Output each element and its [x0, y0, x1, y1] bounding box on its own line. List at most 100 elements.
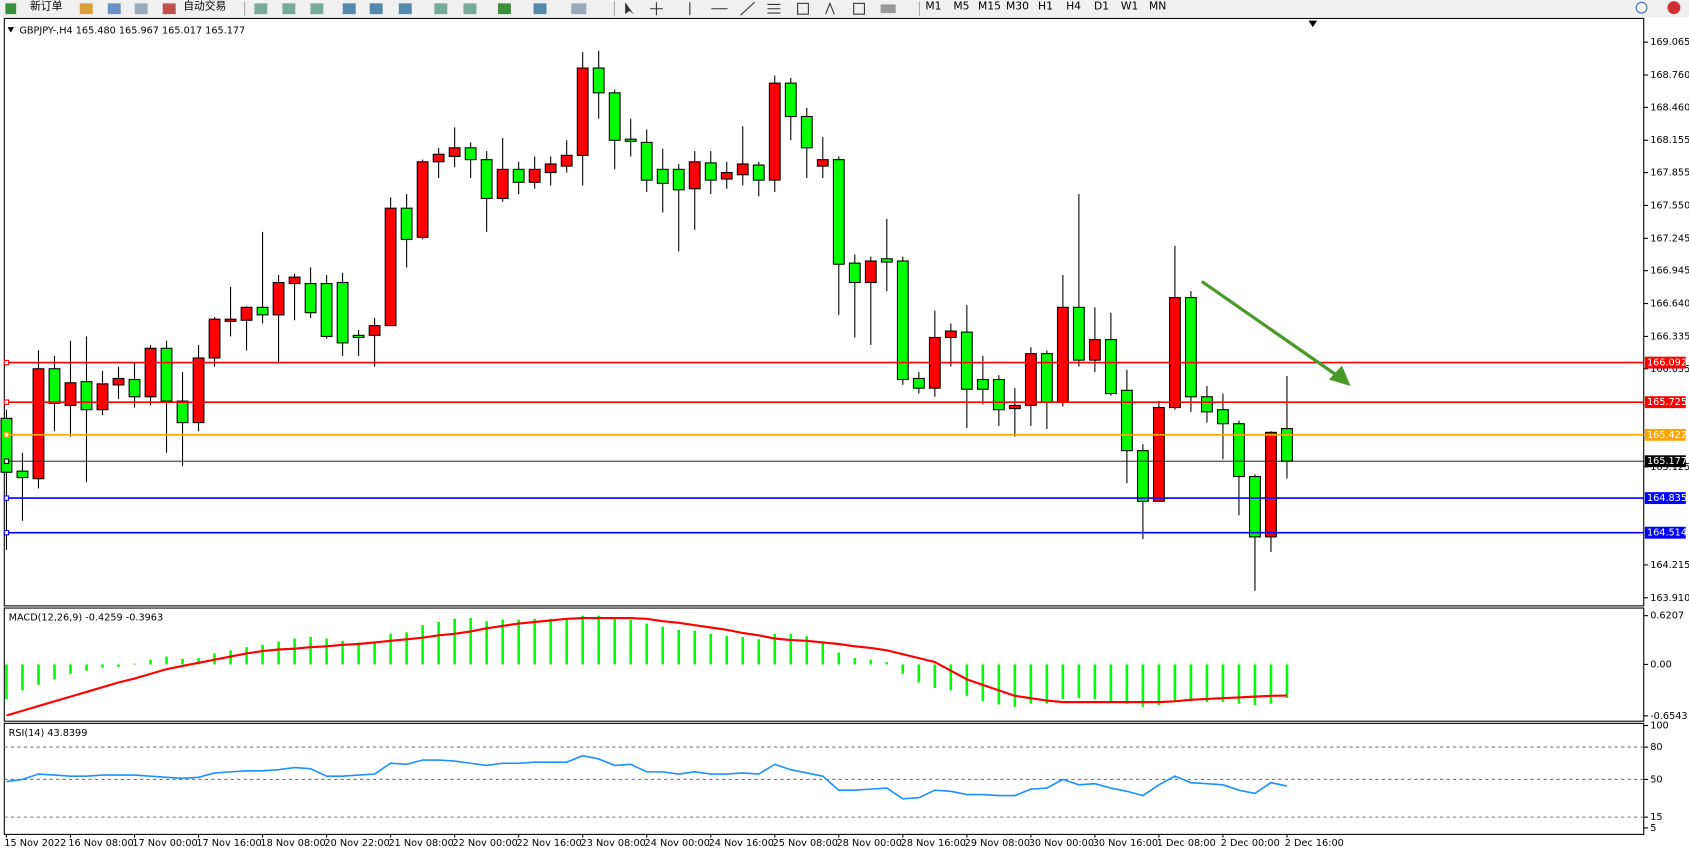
toolbar-icon[interactable]: [310, 3, 324, 15]
toolbar-icon[interactable]: [134, 3, 148, 15]
y-tick-label: 166.035: [1650, 364, 1689, 375]
level-label: 164.835: [1647, 493, 1687, 504]
toolbar-icon[interactable]: [254, 3, 268, 15]
macd-bar: [181, 658, 184, 665]
x-tick-label: 30 Nov 00:00: [1029, 838, 1094, 849]
trend-arrow: [1200, 280, 1341, 379]
candle-body: [800, 115, 813, 149]
y-tick-label: 15: [1650, 812, 1662, 823]
candle-body: [16, 470, 29, 479]
macd-bar: [325, 638, 328, 665]
new-order-icon[interactable]: [5, 3, 17, 15]
y-tick-label: 0.6207: [1650, 611, 1684, 622]
label-tool[interactable]: [853, 2, 865, 15]
level-anchor: [3, 359, 10, 366]
templates[interactable]: [571, 3, 587, 15]
y-tick-label: 0.00: [1650, 659, 1672, 670]
x-tick-label: 22 Nov 00:00: [452, 838, 517, 849]
cursor-tool[interactable]: [625, 2, 634, 15]
timeframe-button[interactable]: D1: [1094, 0, 1109, 13]
candle-body: [656, 168, 669, 184]
macd-bar: [1237, 664, 1241, 704]
candle-body: [1168, 297, 1181, 409]
macd-bar: [565, 618, 568, 665]
level-label: 166.092: [1647, 358, 1687, 369]
chart-shift[interactable]: [1308, 20, 1318, 28]
candle-body: [64, 382, 77, 406]
candle-body: [368, 325, 381, 336]
macd-bar: [85, 664, 88, 671]
new-order[interactable]: 新订单: [30, 0, 63, 13]
x-tick-label: 22 Nov 16:00: [517, 838, 582, 849]
macd-bar: [933, 664, 937, 688]
y-tick-label: 165.125: [1650, 462, 1689, 473]
candle-body: [944, 330, 957, 339]
timeframe-button[interactable]: MN: [1149, 0, 1166, 13]
y-tick-label: 166.640: [1650, 299, 1689, 310]
timeframe-button[interactable]: W1: [1121, 0, 1139, 13]
x-tick-label: 15 Nov 2022: [4, 838, 66, 849]
shapes-tool[interactable]: [880, 4, 896, 14]
macd-bar: [1077, 664, 1081, 699]
macd-bar: [645, 623, 649, 665]
candle-body: [1281, 428, 1293, 462]
macd-bar: [261, 644, 264, 665]
candle-body: [1072, 306, 1085, 361]
candle-body: [1008, 404, 1021, 410]
macd-bar: [661, 626, 665, 665]
candle-body: [1152, 407, 1165, 502]
x-tick-label: 24 Nov 16:00: [709, 838, 774, 849]
candle-body: [976, 378, 989, 390]
timeframe-button[interactable]: H1: [1038, 0, 1053, 13]
fibo-tool[interactable]: [797, 2, 809, 15]
candle-body: [96, 383, 109, 411]
drawing-tools[interactable]: [689, 1, 781, 16]
tile[interactable]: [398, 3, 412, 15]
macd-bar: [821, 641, 825, 665]
auto-trading[interactable]: 自动交易: [183, 0, 226, 13]
indicators[interactable]: [497, 3, 511, 15]
toolbar-icon[interactable]: [107, 3, 121, 15]
symbol-menu[interactable]: [7, 27, 15, 33]
macd-bar: [741, 636, 745, 665]
auto-trading-icon[interactable]: [162, 3, 176, 15]
x-tick-label: 2 Dec 00:00: [1221, 838, 1280, 849]
x-tick-label: 20 Nov 22:00: [324, 838, 389, 849]
timeframe-button[interactable]: M5: [953, 0, 969, 13]
macd-bar: [5, 664, 8, 699]
y-tick-label: 166.335: [1650, 331, 1689, 342]
macd-bar: [549, 618, 552, 665]
periods[interactable]: [533, 3, 547, 15]
macd-bar: [53, 664, 56, 680]
timeframe-button[interactable]: H4: [1066, 0, 1081, 13]
y-tick-label: 5: [1650, 823, 1656, 834]
candle-body: [336, 281, 349, 344]
candle-body: [416, 161, 429, 238]
toolbar-icon[interactable]: [463, 3, 477, 15]
zoom-out[interactable]: [369, 3, 383, 15]
timeframe-button[interactable]: M15: [978, 0, 1001, 13]
timeframe-button[interactable]: M1: [925, 0, 941, 13]
candle-body: [176, 400, 189, 424]
notifications[interactable]: [1667, 1, 1681, 15]
x-tick-label: 16 Nov 08:00: [68, 838, 133, 849]
x-tick-label: 18 Nov 08:00: [260, 838, 325, 849]
candle-body: [832, 159, 845, 265]
candle-body: [1265, 431, 1277, 538]
candle-body: [0, 417, 13, 473]
toolbar-icon[interactable]: [79, 3, 93, 15]
toolbar-icon[interactable]: [282, 3, 296, 15]
text-tool[interactable]: [825, 1, 835, 15]
timeframe-button[interactable]: M30: [1006, 0, 1029, 13]
zoom-in[interactable]: [342, 3, 356, 15]
candle-body: [688, 161, 701, 190]
candle-body: [1201, 396, 1213, 413]
macd-bar: [613, 618, 616, 665]
macd-bar: [357, 642, 360, 665]
candle-body: [1120, 389, 1133, 452]
candle-body: [48, 368, 61, 404]
search[interactable]: [1635, 1, 1648, 14]
toolbar-icon[interactable]: [434, 3, 448, 15]
crosshair-tool[interactable]: [649, 2, 663, 16]
